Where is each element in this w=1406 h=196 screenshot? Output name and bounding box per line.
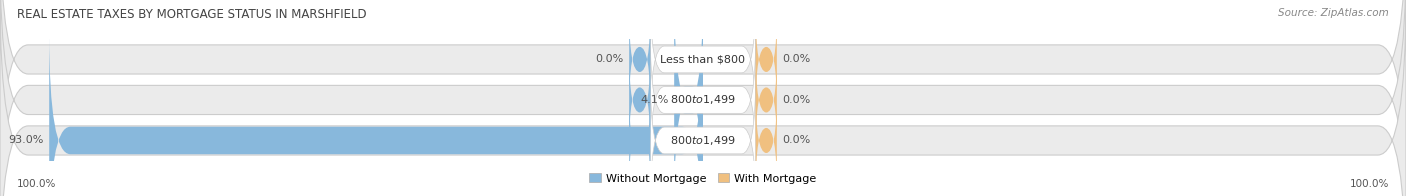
FancyBboxPatch shape: [49, 33, 703, 196]
FancyBboxPatch shape: [630, 52, 650, 148]
Text: $800 to $1,499: $800 to $1,499: [671, 93, 735, 106]
Text: 4.1%: 4.1%: [640, 95, 669, 105]
FancyBboxPatch shape: [650, 73, 756, 196]
FancyBboxPatch shape: [756, 92, 778, 189]
Text: REAL ESTATE TAXES BY MORTGAGE STATUS IN MARSHFIELD: REAL ESTATE TAXES BY MORTGAGE STATUS IN …: [17, 8, 367, 21]
FancyBboxPatch shape: [650, 0, 756, 127]
FancyBboxPatch shape: [756, 52, 778, 148]
Legend: Without Mortgage, With Mortgage: Without Mortgage, With Mortgage: [585, 169, 821, 188]
Text: $800 to $1,499: $800 to $1,499: [671, 134, 735, 147]
Text: Less than $800: Less than $800: [661, 54, 745, 64]
Text: 0.0%: 0.0%: [782, 54, 811, 64]
Text: 0.0%: 0.0%: [595, 54, 624, 64]
FancyBboxPatch shape: [630, 92, 650, 189]
Text: 0.0%: 0.0%: [782, 95, 811, 105]
FancyBboxPatch shape: [756, 11, 778, 108]
FancyBboxPatch shape: [675, 0, 703, 196]
FancyBboxPatch shape: [630, 11, 650, 108]
Text: 100.0%: 100.0%: [17, 179, 56, 189]
FancyBboxPatch shape: [650, 32, 756, 168]
Text: 93.0%: 93.0%: [8, 135, 44, 145]
Text: 100.0%: 100.0%: [1350, 179, 1389, 189]
Text: Source: ZipAtlas.com: Source: ZipAtlas.com: [1278, 8, 1389, 18]
Text: 0.0%: 0.0%: [782, 135, 811, 145]
